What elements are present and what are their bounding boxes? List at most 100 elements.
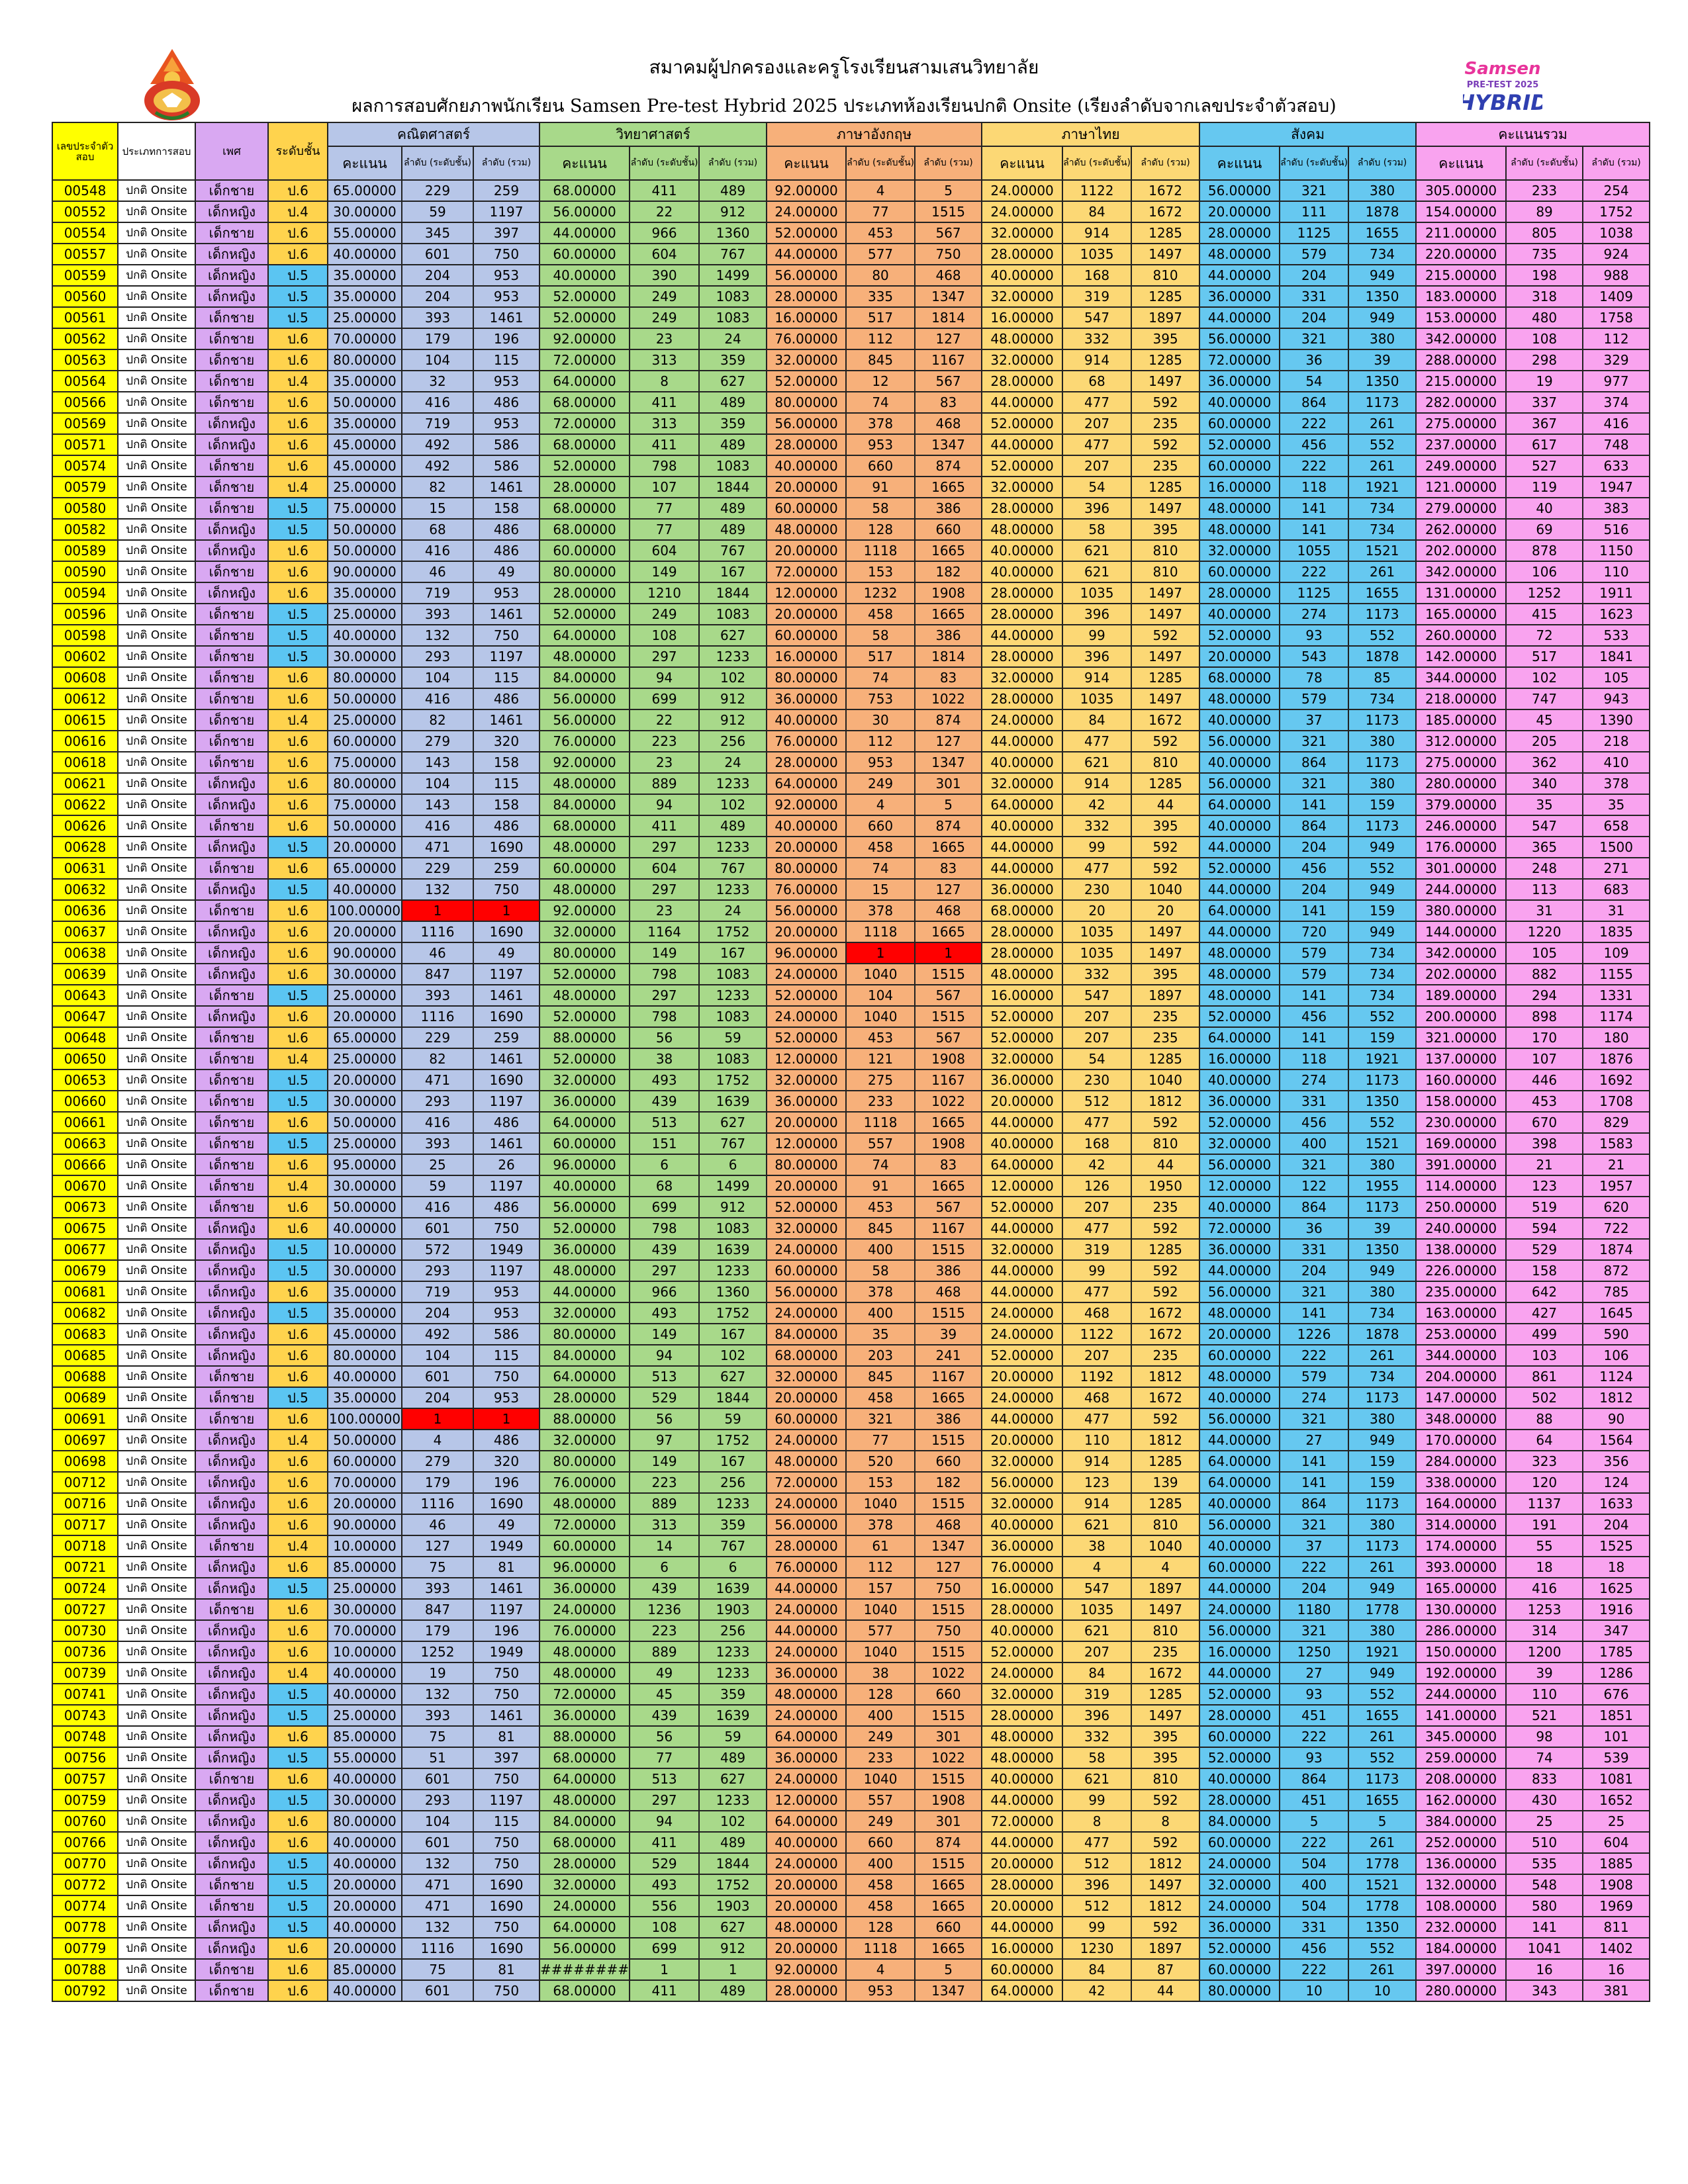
social-score-cell: 16.00000 [1199, 1641, 1281, 1663]
english-rank-all-cell: 1167 [914, 1217, 983, 1240]
science-rank-all-cell: 627 [698, 370, 768, 392]
exam-id-cell: 00582 [52, 518, 118, 541]
math-rank-all-cell: 1949 [473, 1535, 540, 1557]
grade-cell: ป.6 [267, 942, 328, 964]
science-rank-grade-cell: 1210 [629, 582, 700, 604]
math-score-cell: 80.00000 [327, 772, 402, 795]
math-rank-grade-cell: 179 [401, 328, 474, 350]
eng-rank-all-header: ลำดับ (รวม) [914, 146, 983, 181]
science-score-cell: 52.00000 [538, 963, 631, 985]
science-rank-grade-cell: 14 [629, 1535, 700, 1557]
science-rank-grade-cell: 411 [629, 815, 700, 837]
math-rank-grade-cell: 1 [401, 1408, 474, 1430]
english-score-cell: 24.00000 [766, 1005, 847, 1028]
social-rank-grade-cell: 141 [1279, 984, 1350, 1007]
english-rank-grade-cell: 1040 [845, 963, 916, 985]
english-rank-grade-cell: 61 [845, 1535, 916, 1557]
english-rank-grade-cell: 378 [845, 412, 916, 435]
thai-rank-grade-cell: 84 [1062, 201, 1133, 223]
exam-type-cell: ปกติ Onsite [117, 942, 196, 964]
sex-cell: เด็กชาย [195, 476, 269, 498]
science-score-cell: 24.00000 [538, 1598, 631, 1621]
english-rank-all-cell: 660 [914, 1450, 983, 1473]
social-score-cell: 32.00000 [1199, 1874, 1281, 1896]
math-rank-grade-cell: 492 [401, 433, 474, 456]
math-score-cell: 20.00000 [327, 921, 402, 943]
total-score-cell: 204.00000 [1415, 1365, 1507, 1388]
science-score-cell: 44.00000 [538, 222, 631, 244]
total-rank-all-cell: 1155 [1582, 963, 1651, 985]
english-rank-all-cell: 1665 [914, 603, 983, 625]
table-row: 00679 ปกติ Onsite เด็กหญิง ป.5 30.00000 293 11… [52, 1259, 1651, 1282]
social-score-cell: 40.00000 [1199, 603, 1281, 625]
table-row: 00736 ปกติ Onsite เด็กหญิง ป.6 10.00000 1252 1… [52, 1641, 1651, 1663]
thai-rank-grade-cell: 230 [1062, 878, 1133, 901]
total-rank-grade-cell: 19 [1505, 370, 1584, 392]
thai-score-cell: 68.00000 [981, 899, 1064, 922]
social-rank-grade-cell: 864 [1279, 751, 1350, 774]
social-score-cell: 20.00000 [1199, 1323, 1281, 1345]
math-score-cell: 25.00000 [327, 1132, 402, 1155]
thai-score-cell: 44.00000 [981, 624, 1064, 647]
soc-rank-all-header: ลำดับ (รวม) [1348, 146, 1417, 181]
math-score-cell: 75.00000 [327, 497, 402, 520]
social-score-cell: 56.00000 [1199, 1408, 1281, 1430]
table-row: 00589 ปกติ Onsite เด็กหญิง ป.6 50.00000 416 48… [52, 539, 1651, 562]
math-score-cell: 20.00000 [327, 1937, 402, 1960]
exam-type-cell: ปกติ Onsite [117, 1641, 196, 1663]
total-score-cell: 215.00000 [1415, 370, 1507, 392]
social-rank-grade-cell: 222 [1279, 1725, 1350, 1748]
social-rank-grade-cell: 456 [1279, 1005, 1350, 1028]
science-rank-grade-cell: 1236 [629, 1598, 700, 1621]
header-thai: ภาษาไทย [981, 122, 1201, 147]
social-rank-grade-cell: 204 [1279, 1577, 1350, 1600]
science-rank-all-cell: 359 [698, 412, 768, 435]
thai-score-cell: 76.00000 [981, 1556, 1064, 1578]
social-rank-grade-cell: 10 [1279, 1979, 1350, 2002]
science-score-cell: 76.00000 [538, 1471, 631, 1494]
social-score-cell: 44.00000 [1199, 1429, 1281, 1451]
total-score-cell: 137.00000 [1415, 1048, 1507, 1070]
exam-id-cell: 00560 [52, 285, 118, 308]
english-rank-all-cell: 567 [914, 984, 983, 1007]
thai-rank-grade-cell: 621 [1062, 561, 1133, 583]
sex-cell: เด็กชาย [195, 561, 269, 583]
total-rank-grade-cell: 343 [1505, 1979, 1584, 2002]
social-rank-all-cell: 1521 [1348, 1874, 1417, 1896]
science-rank-all-cell: 256 [698, 1619, 768, 1642]
sex-cell: เด็กหญิง [195, 1810, 269, 1833]
total-rank-all-cell: 676 [1582, 1683, 1651, 1706]
math-score-cell: 80.00000 [327, 1810, 402, 1833]
social-rank-grade-cell: 141 [1279, 1302, 1350, 1324]
thai-rank-grade-cell: 319 [1062, 285, 1133, 308]
science-rank-grade-cell: 513 [629, 1768, 700, 1790]
total-rank-grade-cell: 21 [1505, 1154, 1584, 1176]
social-rank-all-cell: 1878 [1348, 201, 1417, 223]
social-rank-grade-cell: 111 [1279, 201, 1350, 223]
thai-rank-grade-cell: 477 [1062, 857, 1133, 880]
english-rank-all-cell: 1515 [914, 1238, 983, 1261]
math-score-cell: 50.00000 [327, 688, 402, 710]
grade-cell: ป.6 [267, 921, 328, 943]
english-rank-grade-cell: 1118 [845, 921, 916, 943]
thai-rank-all-cell: 1897 [1131, 306, 1201, 329]
math-rank-all-cell: 81 [473, 1556, 540, 1578]
grade-cell: ป.5 [267, 1387, 328, 1409]
thai-rank-all-cell: 1812 [1131, 1895, 1201, 1917]
grade-cell: ป.6 [267, 1937, 328, 1960]
exam-type-cell: ปกติ Onsite [117, 539, 196, 562]
science-rank-all-cell: 1233 [698, 1662, 768, 1684]
svg-text:HYBRID: HYBRID [1463, 90, 1542, 115]
exam-type-cell: ปกติ Onsite [117, 1090, 196, 1113]
thai-score-cell: 40.00000 [981, 751, 1064, 774]
science-rank-all-cell: 1639 [698, 1238, 768, 1261]
social-score-cell: 52.00000 [1199, 433, 1281, 456]
total-rank-all-cell: 1908 [1582, 1874, 1651, 1896]
social-score-cell: 72.00000 [1199, 349, 1281, 371]
thai-rank-grade-cell: 477 [1062, 1831, 1133, 1854]
english-rank-all-cell: 1347 [914, 1979, 983, 2002]
grade-cell: ป.6 [267, 730, 328, 752]
exam-type-cell: ปกติ Onsite [117, 1937, 196, 1960]
social-rank-all-cell: 734 [1348, 942, 1417, 964]
math-rank-all-cell: 81 [473, 1725, 540, 1748]
